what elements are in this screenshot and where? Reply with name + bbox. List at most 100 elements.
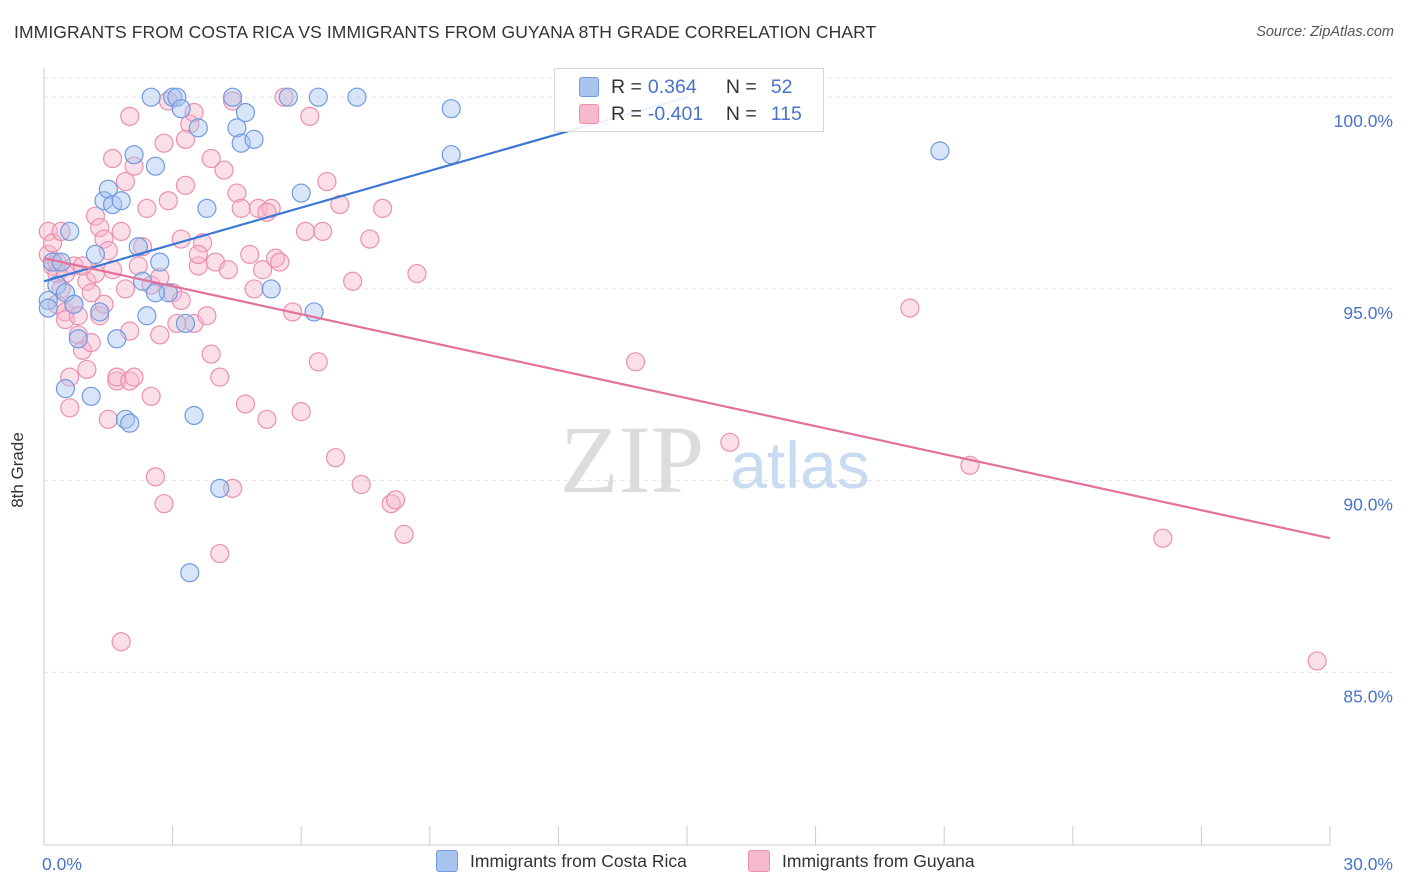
data-point-guyana: [325, 448, 346, 468]
data-point-guyana: [124, 156, 144, 176]
data-point-costa-rica: [223, 87, 243, 107]
data-point-guyana: [244, 279, 264, 299]
data-point-guyana: [154, 494, 174, 514]
legend-r-label: R =: [611, 102, 642, 125]
data-point-guyana: [111, 221, 131, 241]
data-point-guyana: [407, 263, 427, 284]
source-credit: Source: ZipAtlas.com: [1256, 24, 1394, 40]
legend-n-label: N =: [725, 102, 757, 125]
data-point-guyana: [295, 221, 316, 241]
data-point-guyana: [317, 171, 337, 192]
data-point-guyana: [60, 367, 80, 387]
axes: [43, 68, 1331, 846]
legend-label-guyana: Immigrants from Guyana: [782, 850, 975, 871]
data-point-guyana: [343, 271, 363, 291]
data-point-costa-rica: [98, 179, 118, 199]
legend-swatch-blue: [436, 850, 458, 872]
data-point-costa-rica: [184, 405, 204, 426]
data-point-guyana: [120, 106, 140, 126]
legend-r-value: 0.364: [647, 75, 697, 98]
data-point-costa-rica: [137, 306, 157, 326]
series-costa-rica-points: [38, 87, 950, 583]
data-point-guyana: [128, 256, 148, 276]
data-point-guyana: [188, 244, 208, 265]
data-point-costa-rica: [308, 87, 328, 107]
data-point-costa-rica: [68, 329, 88, 349]
data-point-guyana: [210, 367, 230, 387]
data-point-costa-rica: [231, 133, 251, 153]
legend-swatch-pink: [579, 104, 599, 124]
legend-swatch-blue: [579, 77, 599, 97]
data-point-costa-rica: [64, 294, 84, 314]
data-point-guyana: [81, 333, 101, 353]
data-point-guyana: [197, 306, 217, 326]
data-point-costa-rica: [291, 183, 311, 203]
data-point-costa-rica: [120, 413, 140, 433]
legend-row-costa-rica: R = 0.364 N = 52: [555, 73, 792, 101]
data-point-guyana: [240, 244, 260, 265]
data-point-costa-rica: [150, 252, 170, 272]
data-point-guyana: [145, 467, 166, 487]
data-point-guyana: [235, 394, 256, 414]
legend-item-guyana[interactable]: Immigrants from Guyana: [748, 850, 975, 872]
data-point-costa-rica: [55, 379, 76, 399]
data-point-guyana: [68, 306, 88, 326]
data-point-guyana: [154, 133, 174, 153]
data-point-guyana: [253, 260, 273, 280]
data-point-guyana: [193, 233, 213, 253]
legend-n-value: 52: [770, 75, 793, 98]
data-point-guyana: [394, 524, 414, 544]
chart-title: IMMIGRANTS FROM COSTA RICA VS IMMIGRANTS…: [14, 22, 877, 42]
data-point-costa-rica: [278, 87, 298, 107]
y-tick-label: 100.0%: [1334, 111, 1393, 131]
data-point-costa-rica: [441, 145, 461, 165]
legend-r-value: -0.401: [647, 102, 704, 125]
data-point-guyana: [137, 198, 157, 218]
x-tick-label-max: 30.0%: [1343, 854, 1393, 874]
data-point-costa-rica: [145, 283, 166, 303]
legend-swatch-pink: [748, 850, 770, 872]
legend-item-costa-rica[interactable]: Immigrants from Costa Rica: [436, 850, 687, 872]
data-point-guyana: [111, 632, 131, 652]
trend-line-guyana: [43, 257, 1331, 540]
data-point-costa-rica: [145, 156, 166, 176]
legend-n-value: 115: [770, 102, 802, 125]
data-point-costa-rica: [197, 198, 217, 218]
data-point-guyana: [102, 148, 123, 169]
data-point-costa-rica: [38, 298, 58, 318]
data-point-costa-rica: [180, 563, 200, 583]
data-point-guyana: [201, 344, 221, 364]
data-point-costa-rica: [244, 129, 264, 149]
data-point-guyana: [1153, 528, 1173, 548]
correlation-legend: R = 0.364 N = 52 R = -0.401 N = 115: [554, 68, 824, 132]
data-point-costa-rica: [85, 244, 106, 265]
data-point-guyana: [141, 386, 161, 406]
data-point-guyana: [385, 490, 406, 510]
data-point-guyana: [81, 283, 101, 303]
data-point-guyana: [77, 359, 97, 380]
data-point-costa-rica: [210, 478, 230, 498]
data-point-costa-rica: [60, 221, 80, 241]
data-point-costa-rica: [171, 99, 191, 119]
x-tick-label-min: 0.0%: [42, 854, 82, 874]
data-point-costa-rica: [175, 313, 196, 334]
data-point-guyana: [720, 432, 740, 452]
data-point-costa-rica: [128, 237, 148, 257]
data-point-guyana: [184, 102, 204, 123]
gridlines: [44, 77, 1392, 673]
data-point-costa-rica: [38, 290, 58, 311]
data-point-costa-rica: [235, 102, 256, 123]
data-point-guyana: [360, 229, 380, 249]
data-point-costa-rica: [90, 302, 110, 322]
data-point-guyana: [214, 160, 234, 180]
data-point-guyana: [274, 87, 294, 107]
data-point-guyana: [373, 198, 393, 218]
data-point-guyana: [210, 543, 230, 564]
data-point-guyana: [175, 129, 196, 149]
data-point-guyana: [98, 240, 118, 261]
data-point-costa-rica: [111, 191, 131, 211]
data-point-guyana: [231, 198, 251, 218]
data-point-guyana: [85, 206, 106, 226]
data-point-guyana: [158, 191, 178, 211]
